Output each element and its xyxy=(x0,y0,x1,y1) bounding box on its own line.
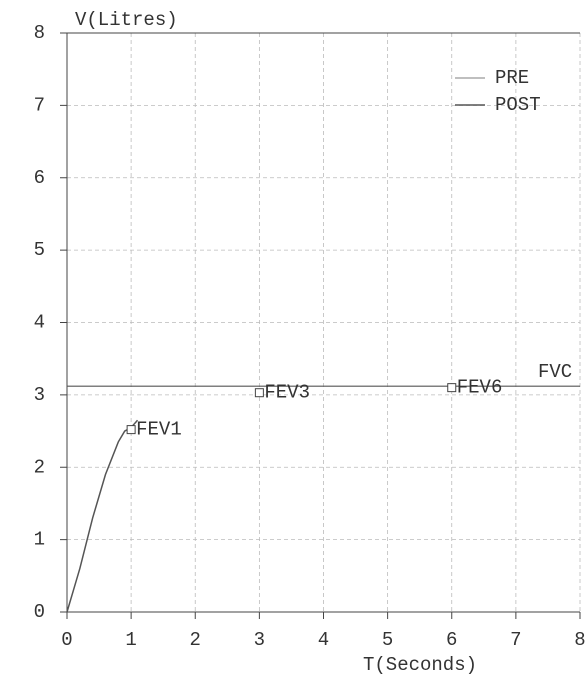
x-tick-label: 2 xyxy=(190,629,201,651)
y-tick-label: 6 xyxy=(34,167,45,189)
legend-label: PRE xyxy=(495,67,529,89)
x-tick-label: 7 xyxy=(510,629,521,651)
y-axis-label: V(Litres) xyxy=(75,9,178,31)
marker-label: FEV6 xyxy=(457,377,503,399)
y-tick-label: 4 xyxy=(34,312,45,334)
legend-label: POST xyxy=(495,94,541,116)
y-tick-label: 0 xyxy=(34,601,45,623)
y-tick-label: 3 xyxy=(34,384,45,406)
marker-label: FEV3 xyxy=(264,382,310,404)
x-tick-label: 4 xyxy=(318,629,329,651)
x-tick-label: 6 xyxy=(446,629,457,651)
marker xyxy=(254,388,264,398)
marker-label: FEV1 xyxy=(136,419,182,441)
y-tick-label: 2 xyxy=(34,456,45,478)
marker xyxy=(447,383,457,393)
y-tick-label: 8 xyxy=(34,22,45,44)
x-tick-label: 5 xyxy=(382,629,393,651)
x-tick-label: 0 xyxy=(61,629,72,651)
x-tick-label: 3 xyxy=(254,629,265,651)
x-tick-label: 1 xyxy=(125,629,136,651)
x-tick-label: 8 xyxy=(574,629,585,651)
y-tick-label: 1 xyxy=(34,529,45,551)
series-line xyxy=(66,419,139,613)
y-tick-label: 7 xyxy=(34,94,45,116)
marker xyxy=(126,425,136,435)
fvc-label: FVC xyxy=(538,361,572,383)
y-tick-label: 5 xyxy=(34,239,45,261)
x-axis-label: T(Seconds) xyxy=(363,654,477,676)
